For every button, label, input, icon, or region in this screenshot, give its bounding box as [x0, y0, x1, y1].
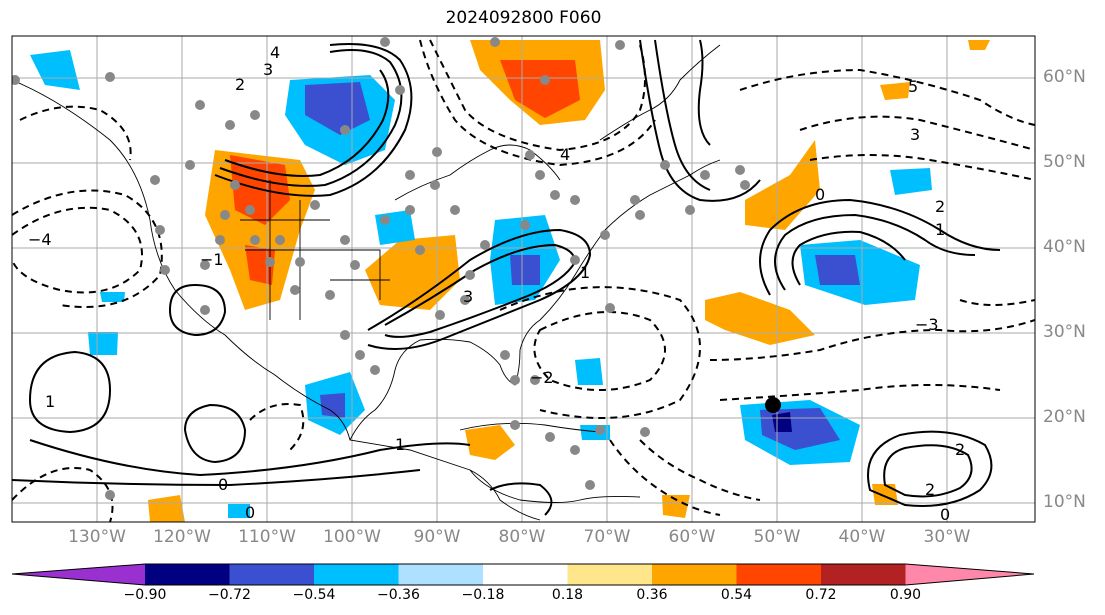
- lon-label: 80°W: [498, 527, 546, 547]
- colorbar-segment: [314, 564, 399, 585]
- colorbar: [11, 563, 1035, 586]
- contour-label: 1: [580, 263, 590, 282]
- contour-label: 0: [218, 475, 228, 494]
- dashed-contours: [12, 39, 1035, 522]
- lon-label: 70°W: [583, 527, 631, 547]
- contour-label: 0: [245, 503, 255, 522]
- contour-label: 0: [815, 185, 825, 204]
- colorbar-under-arrow: [12, 564, 145, 585]
- contour-label: −1: [200, 250, 224, 269]
- contour-label: 2: [235, 75, 245, 94]
- contour-label: 2: [925, 480, 935, 499]
- contour-label: −4: [28, 230, 52, 249]
- colorbar-segment: [652, 564, 737, 585]
- colorbar-tick-label: 0.72: [805, 587, 837, 603]
- contour-label: 1: [45, 392, 55, 411]
- lon-label: 110°W: [238, 527, 296, 547]
- contour-label: 4: [270, 43, 280, 62]
- colorbar-tick-label: −0.90: [123, 587, 167, 603]
- colorbar-segment: [821, 564, 906, 585]
- colorbar-segment: [145, 564, 230, 585]
- colorbar-tick-label: 0.90: [889, 587, 922, 603]
- colorbar-tick-label: −0.54: [292, 587, 336, 603]
- contour-label: 0: [940, 505, 950, 524]
- colorbar-tick-label: −0.72: [208, 587, 251, 603]
- contour-label: 1: [935, 220, 945, 239]
- colorbar-segment: [398, 564, 483, 585]
- contour-label: 2: [935, 197, 945, 216]
- contour-label: −2: [530, 368, 554, 387]
- lon-label: 100°W: [323, 527, 381, 547]
- lat-label: 20°N: [1043, 407, 1086, 427]
- lat-label: 40°N: [1043, 237, 1086, 257]
- lon-label: 60°W: [668, 527, 716, 547]
- lon-label: 30°W: [923, 527, 971, 547]
- graticule: [12, 36, 1035, 522]
- contour-label: 5: [908, 77, 918, 96]
- lat-label: 50°N: [1043, 152, 1086, 172]
- lon-label: 40°W: [838, 527, 886, 547]
- contour-label: 3: [910, 125, 920, 144]
- colorbar-segment: [736, 564, 821, 585]
- colorbar-tick-label: −0.36: [377, 587, 420, 603]
- colorbar-tick-label: −0.18: [461, 587, 505, 603]
- lon-label: 130°W: [68, 527, 126, 547]
- contour-labels: 4 3 2 1 0 −1 −2 −3 −4 5 2 3 4 1 0 2 3 1 …: [28, 43, 965, 524]
- storm-center-marker: [765, 397, 781, 413]
- colorbar-segment: [229, 564, 314, 585]
- colorbar-segment: [567, 564, 652, 585]
- lon-label: 120°W: [153, 527, 211, 547]
- colorbar-tick-label: 0.36: [636, 587, 668, 603]
- contour-label: 3: [263, 60, 273, 79]
- colorbar-tick-label: 0.54: [720, 587, 753, 603]
- lat-label: 10°N: [1043, 492, 1086, 512]
- coastlines: [12, 44, 721, 521]
- colorbar-tick-label: 0.18: [551, 587, 584, 603]
- map-title: 2024092800 F060: [445, 8, 602, 28]
- colorbar-segment: [483, 564, 568, 585]
- contour-label: −3: [915, 315, 939, 334]
- station-dots: [12, 37, 750, 500]
- colorbar-over-arrow: [905, 564, 1034, 585]
- contour-label: 3: [463, 287, 473, 306]
- lat-label: 30°N: [1043, 322, 1086, 342]
- contour-label: 4: [560, 145, 570, 164]
- contour-label: 1: [395, 435, 405, 454]
- lon-label: 90°W: [413, 527, 461, 547]
- contour-label: 2: [955, 440, 965, 459]
- map-frame: [11, 35, 1036, 523]
- shading-layer: [30, 40, 990, 522]
- lon-label: 50°W: [753, 527, 801, 547]
- lat-label: 60°N: [1043, 67, 1086, 87]
